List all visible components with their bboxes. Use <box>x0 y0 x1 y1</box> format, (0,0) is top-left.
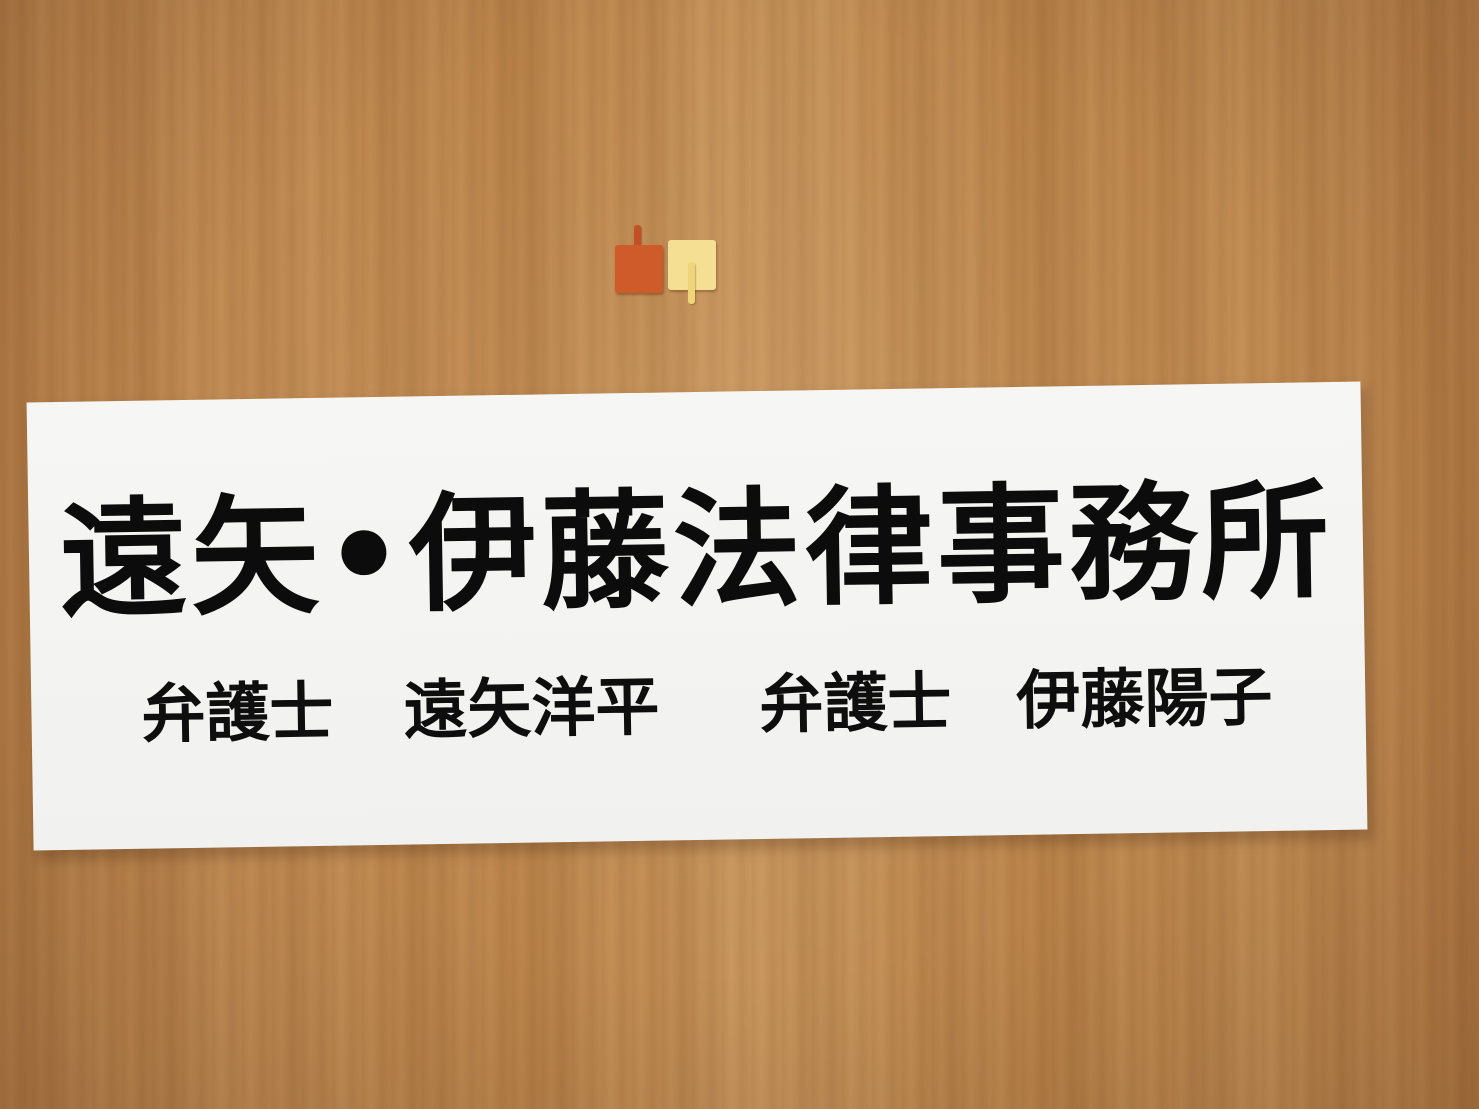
sign-title: 遠矢•伊藤法律事務所 <box>57 466 1334 637</box>
attorney-2-name: 伊藤陽子 <box>1015 659 1273 739</box>
yellow-hook-peg <box>688 262 695 304</box>
law-office-sign: 遠矢•伊藤法律事務所 弁護士 遠矢洋平 弁護士 伊藤陽子 <box>26 381 1368 851</box>
red-adhesive-hook <box>615 245 663 293</box>
attorney-2-role: 弁護士 <box>758 665 952 744</box>
attorney-1-role: 弁護士 <box>140 674 335 753</box>
attorney-1-name: 遠矢洋平 <box>402 669 661 749</box>
red-hook-peg <box>634 225 641 261</box>
